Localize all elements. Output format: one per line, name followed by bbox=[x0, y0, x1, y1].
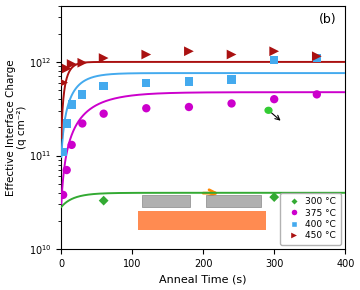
Point bbox=[314, 92, 320, 97]
X-axis label: Anneal Time (s): Anneal Time (s) bbox=[159, 274, 247, 284]
Point bbox=[314, 54, 320, 59]
Point bbox=[186, 49, 192, 54]
Point bbox=[271, 49, 277, 54]
Text: (b): (b) bbox=[319, 13, 337, 26]
Point bbox=[143, 52, 149, 57]
Y-axis label: Effective Interface Charge
(q cm⁻²): Effective Interface Charge (q cm⁻²) bbox=[5, 59, 27, 196]
Point bbox=[186, 79, 192, 84]
Point bbox=[60, 193, 66, 197]
Point bbox=[229, 77, 234, 82]
Point bbox=[101, 111, 107, 116]
Point bbox=[69, 102, 75, 107]
Point bbox=[186, 105, 192, 109]
Point bbox=[229, 101, 234, 106]
Point bbox=[143, 80, 149, 85]
Point bbox=[271, 195, 277, 200]
Point bbox=[60, 80, 66, 85]
Point bbox=[101, 198, 107, 203]
Point bbox=[69, 62, 75, 66]
Point bbox=[143, 106, 149, 110]
Point bbox=[60, 149, 66, 154]
Point bbox=[69, 143, 75, 147]
Point bbox=[101, 84, 107, 88]
Point bbox=[80, 60, 85, 65]
Point bbox=[314, 56, 320, 60]
Point bbox=[101, 56, 107, 60]
Point bbox=[271, 97, 277, 101]
Legend: 300 °C, 375 °C, 400 °C, 450 °C: 300 °C, 375 °C, 400 °C, 450 °C bbox=[280, 193, 341, 245]
Point bbox=[64, 121, 69, 126]
Point bbox=[271, 58, 277, 62]
Point bbox=[64, 168, 69, 172]
Circle shape bbox=[265, 107, 272, 113]
Point bbox=[80, 121, 85, 126]
Point bbox=[64, 66, 69, 71]
Point bbox=[229, 52, 234, 57]
Point bbox=[80, 92, 85, 97]
